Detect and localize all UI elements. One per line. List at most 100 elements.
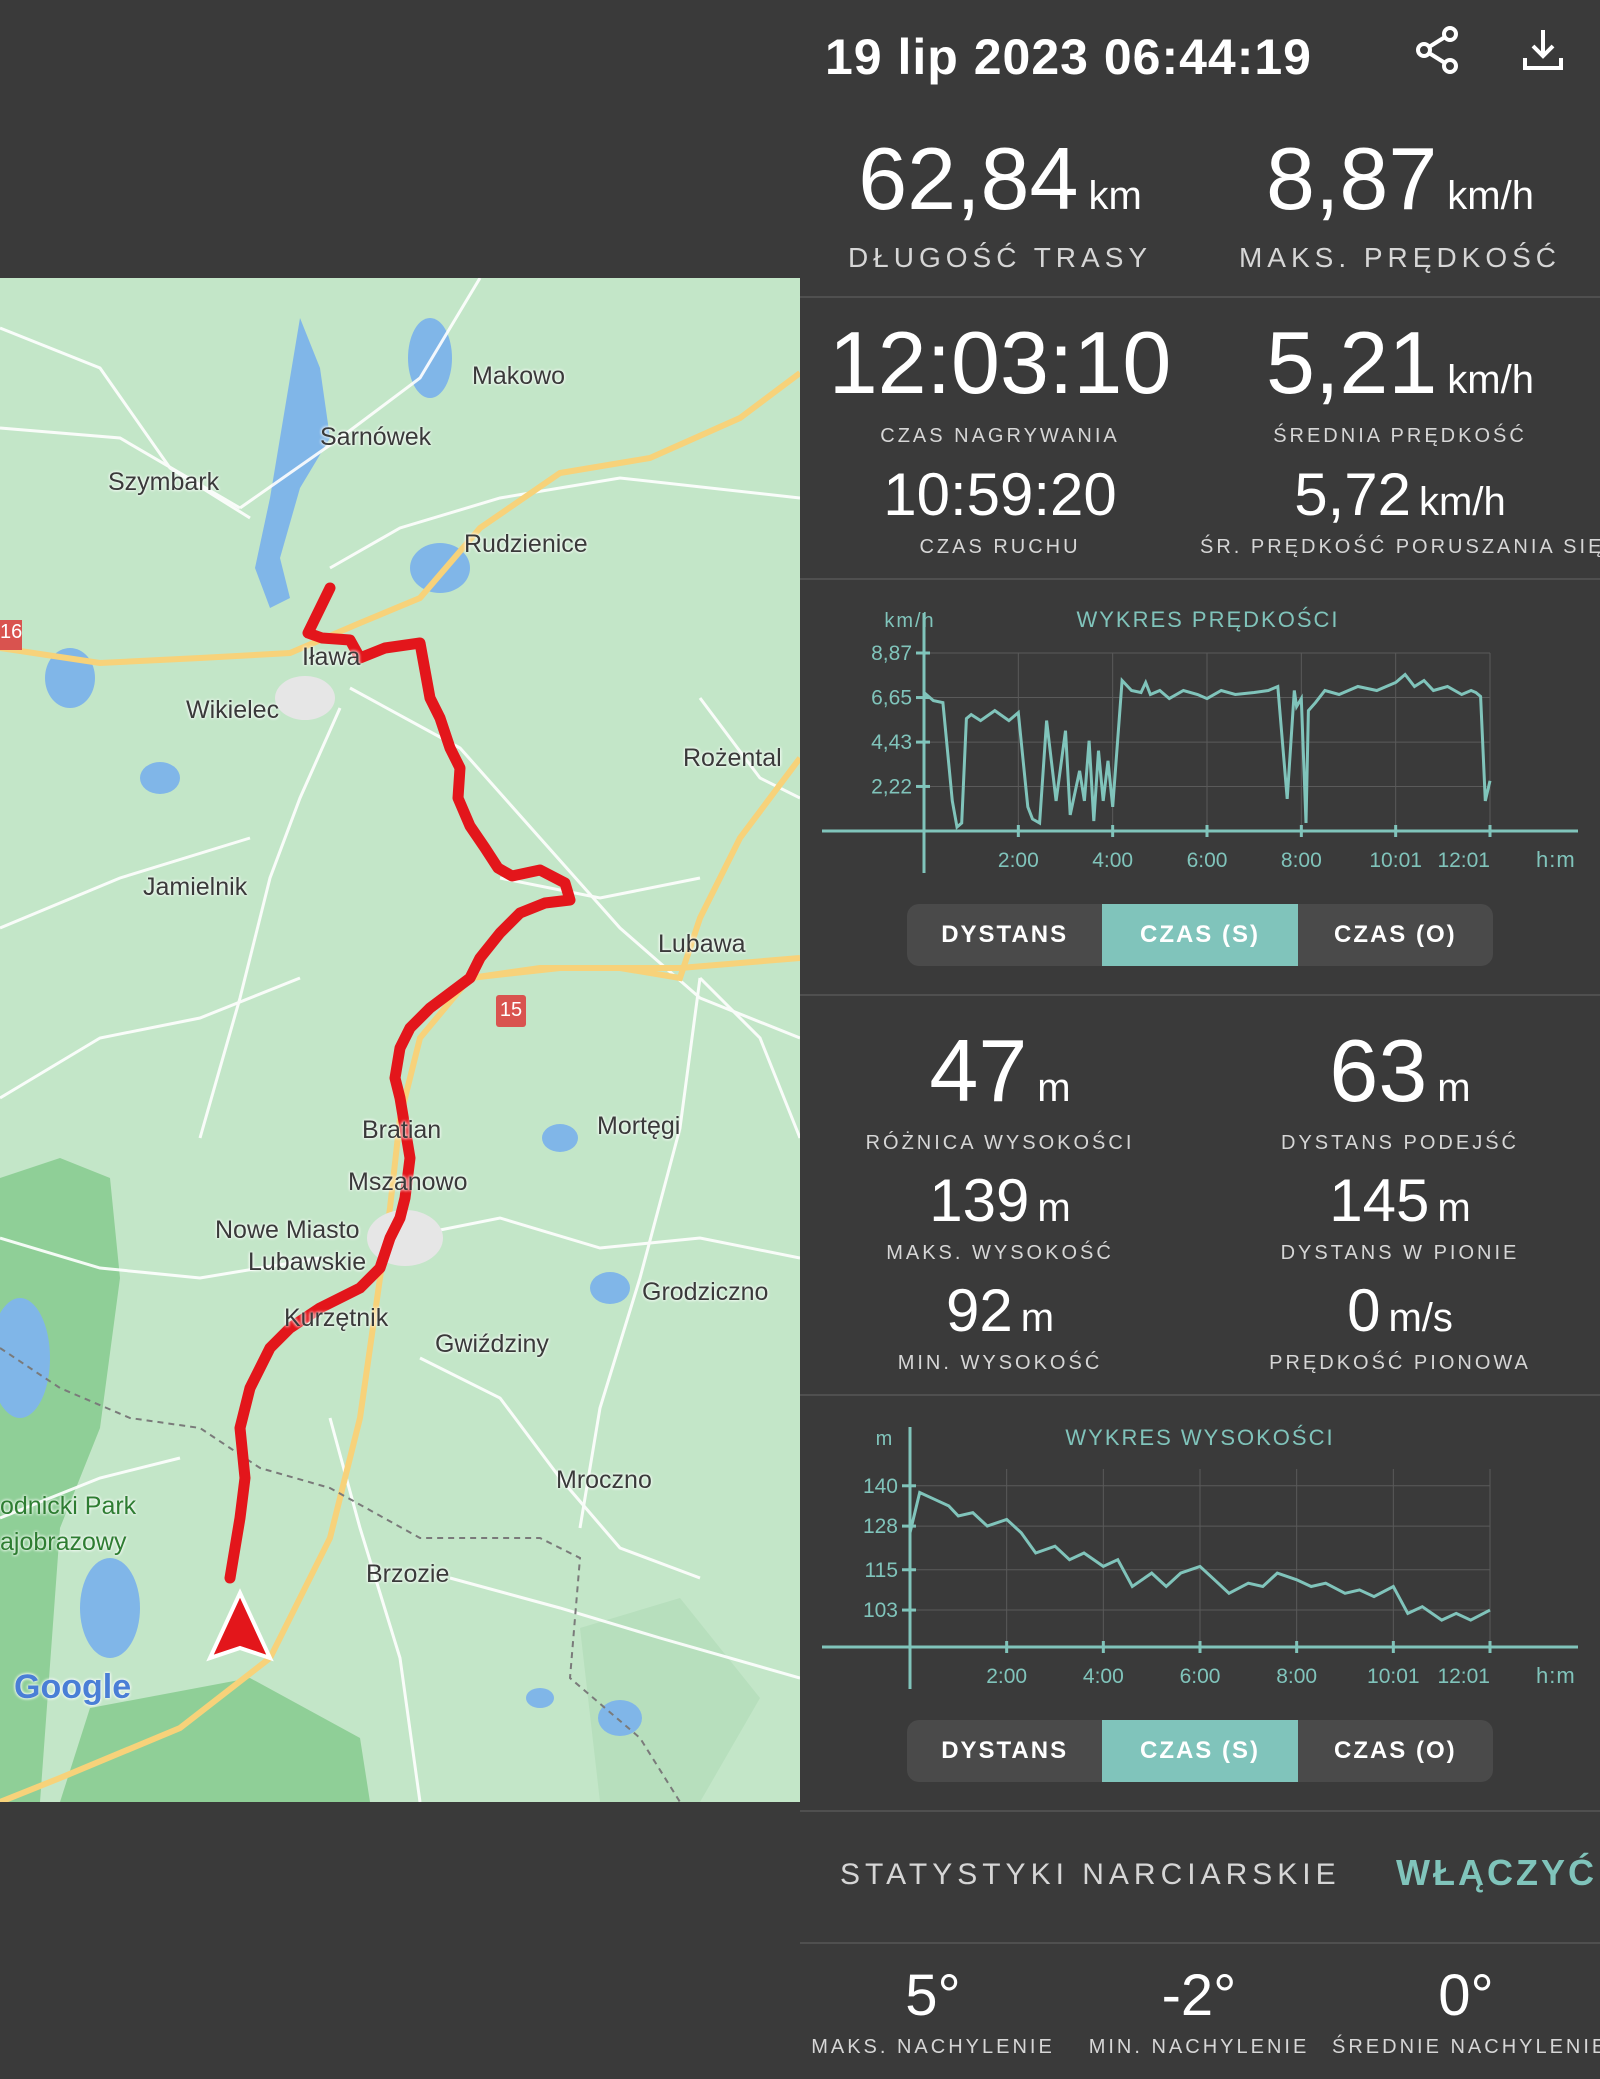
stats-panel: 19 lip 2023 06:44:19 62,84 km DŁUGOŚĆ TRA…: [800, 0, 1600, 2079]
max-altitude-label: MAKS. WYSOKOŚĆ: [886, 1242, 1114, 1264]
altitude-chart[interactable]: m WYKRES WYSOKOŚCI 140 128 115 103 2:00 4:00…: [800, 1406, 1600, 1706]
recording-time-value: 12:03:10: [828, 313, 1172, 412]
speed-chart[interactable]: km/h WYKRES PRĘDKOŚCI 8,87 6,65 4,43 2,22 2…: [800, 590, 1600, 890]
max-speed-label: MAKS. PRĘDKOŚĆ: [1238, 242, 1562, 273]
download-icon[interactable]: [1515, 22, 1571, 78]
vertical-speed-value: 0 m/s: [1347, 1277, 1453, 1344]
avg-slope-value: 0°: [1438, 1963, 1494, 2028]
ascent-label: DYSTANS PODEJŚĆ: [1281, 1132, 1519, 1154]
road-badge-15-label: 15: [499, 999, 523, 1021]
vertical-distance-label: DYSTANS W PIONIE: [1280, 1242, 1520, 1264]
route-map[interactable]: 16 15 Makowo Sarnówek Szymbark Rudzienic…: [0, 278, 800, 1802]
y-tick-label: 115: [865, 1559, 898, 1582]
place-label: Nowe Miasto: [215, 1216, 360, 1244]
lake: [80, 1558, 140, 1658]
divider: [800, 1394, 1600, 1396]
speed-chart-x-unit: h:m: [1536, 847, 1576, 872]
elevation-diff-value: 47 m: [929, 1021, 1071, 1120]
forest-area: [60, 1678, 370, 1802]
avg-moving-speed-value: 5,72 km/h: [1294, 461, 1506, 528]
avg-speed-label: ŚREDNIA PRĘDKOŚĆ: [1273, 425, 1527, 447]
min-slope-label: MIN. NACHYLENIE: [1088, 2036, 1310, 2058]
x-tick-label: 12:01: [1437, 1665, 1490, 1688]
x-tick-label: 8:00: [1281, 849, 1322, 872]
x-tick-label: 10:01: [1367, 1665, 1420, 1688]
lake: [590, 1272, 630, 1304]
x-tick-label: 2:00: [986, 1665, 1027, 1688]
alt-tab-distance[interactable]: DYSTANS: [941, 1737, 1069, 1764]
divider: [800, 578, 1600, 580]
speed-tab-time-o[interactable]: CZAS (O): [1333, 921, 1457, 948]
speed-tab-time-s[interactable]: CZAS (S): [1102, 904, 1298, 966]
place-label: Rożental: [683, 744, 782, 772]
elevation-diff-label: RÓŻNICA WYSOKOŚCI: [865, 1132, 1135, 1154]
min-altitude-label: MIN. WYSOKOŚĆ: [897, 1352, 1103, 1374]
y-tick-label: 103: [863, 1599, 898, 1622]
lake: [255, 318, 330, 608]
moving-time-value: 10:59:20: [883, 461, 1117, 528]
altitude-series-line: [908, 1490, 1491, 1622]
map-canvas: [0, 278, 800, 1802]
border-line: [0, 1347, 681, 1802]
speed-chart-y-unit: km/h: [884, 610, 935, 632]
x-tick-label: 2:00: [998, 849, 1039, 872]
place-label: Wikielec: [186, 696, 280, 724]
max-altitude-value: 139 m: [929, 1167, 1071, 1234]
alt-tab-time-s[interactable]: CZAS (S): [1102, 1720, 1298, 1782]
town-area: [275, 676, 335, 720]
forest-area: [580, 1598, 760, 1802]
alt-tab-time-o[interactable]: CZAS (O): [1333, 1737, 1457, 1764]
speed-tab-distance[interactable]: DYSTANS: [941, 921, 1069, 948]
place-label: Makowo: [472, 362, 566, 390]
distance-value: 62,84 km: [858, 129, 1142, 228]
speed-chart-mode-toggle: DYSTANS CZAS (S) CZAS (O): [907, 904, 1493, 966]
place-label: Lubawskie: [248, 1248, 367, 1276]
alt-chart-mode-toggle: DYSTANS CZAS (S) CZAS (O): [907, 1720, 1493, 1782]
y-tick-label: 6,65: [871, 687, 912, 710]
min-altitude-value: 92 m: [945, 1277, 1055, 1344]
park-label: ajobrazowy: [0, 1528, 127, 1556]
share-icon[interactable]: [1410, 22, 1466, 78]
lake: [542, 1124, 578, 1152]
road-badge-16-label: 16: [0, 621, 23, 643]
place-label: Gwiździny: [435, 1330, 549, 1358]
place-label: Brzozie: [366, 1560, 450, 1588]
max-slope-label: MAKS. NACHYLENIE: [811, 2036, 1055, 2058]
place-label: Kurzętnik: [284, 1304, 389, 1332]
divider: [800, 1810, 1600, 1812]
place-label: Mszanowo: [348, 1168, 468, 1196]
avg-slope-label: ŚREDNIE NACHYLENIE: [1332, 2036, 1600, 2058]
divider: [800, 994, 1600, 996]
alt-chart-x-unit: h:m: [1536, 1663, 1576, 1688]
place-label: Mortęgi: [597, 1112, 681, 1140]
vertical-speed-label: PRĘDKOŚĆ PIONOWA: [1269, 1352, 1531, 1374]
place-label: Lubawa: [658, 930, 746, 958]
place-label: Rudzienice: [464, 530, 588, 558]
ski-stats-enable-button[interactable]: WŁĄCZYĆ: [1396, 1852, 1597, 1893]
place-label: Grodziczno: [642, 1278, 769, 1306]
place-label: Szymbark: [108, 468, 220, 496]
lake: [526, 1688, 554, 1708]
max-slope-value: 5°: [905, 1963, 961, 2028]
x-tick-label: 12:01: [1437, 849, 1490, 872]
speed-chart-title: WYKRES PRĘDKOŚCI: [1076, 607, 1339, 632]
road-badge-16: [0, 620, 22, 650]
recording-date-title: 19 lip 2023 06:44:19: [825, 29, 1312, 85]
y-tick-label: 128: [863, 1515, 898, 1538]
y-tick-label: 140: [863, 1475, 898, 1498]
place-label: Iława: [302, 643, 361, 671]
max-speed-value: 8,87 km/h: [1266, 129, 1534, 228]
divider: [800, 296, 1600, 298]
ski-stats-title: STATYSTYKI NARCIARSKIE: [840, 1858, 1341, 1891]
ascent-value: 63 m: [1329, 1021, 1471, 1120]
y-tick-label: 4,43: [871, 731, 912, 754]
min-slope-value: -2°: [1161, 1963, 1237, 2028]
y-tick-label: 8,87: [871, 642, 912, 665]
moving-time-label: CZAS RUCHU: [919, 536, 1081, 558]
x-tick-label: 8:00: [1276, 1665, 1317, 1688]
lake: [598, 1700, 642, 1736]
avg-speed-value: 5,21 km/h: [1266, 313, 1534, 412]
place-label: Bratian: [362, 1116, 442, 1144]
alt-chart-title: WYKRES WYSOKOŚCI: [1065, 1425, 1334, 1450]
vertical-distance-value: 145 m: [1329, 1167, 1471, 1234]
